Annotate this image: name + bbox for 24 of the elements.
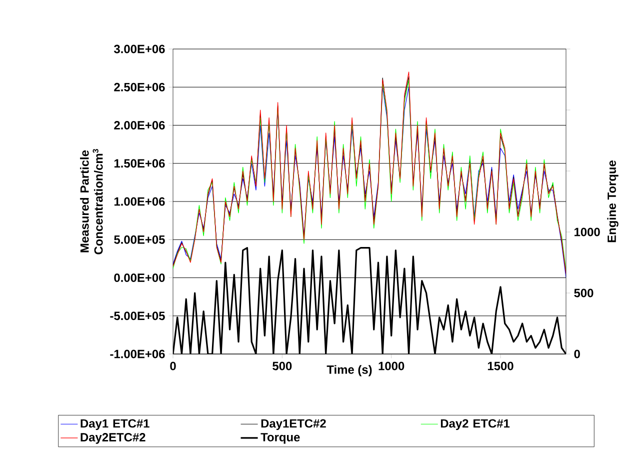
y2-axis-title: Engine Torque bbox=[607, 160, 618, 242]
x-tick-label: 0 bbox=[170, 362, 176, 370]
y-tick-label: -5.00E+05 bbox=[110, 312, 165, 320]
legend-label: Day2 ETC#1 bbox=[440, 419, 510, 430]
legend-label: Torque bbox=[260, 433, 300, 444]
y-tick-label: 0.00E+00 bbox=[114, 274, 165, 282]
y-tick-label: 1.00E+06 bbox=[114, 197, 165, 206]
y-tick-label: 2.00E+06 bbox=[114, 121, 165, 130]
y-tick-label: 3.00E+06 bbox=[114, 44, 165, 54]
x-tick-label: 500 bbox=[272, 362, 292, 370]
y2-tick-label: 0 bbox=[574, 350, 580, 358]
y-axis-title: Measured Particle Concentration/cm$^{3}$ bbox=[80, 149, 103, 254]
y2-tick-label: 1000 bbox=[574, 228, 600, 236]
y-tick-label: 2.50E+06 bbox=[114, 82, 165, 92]
legend-label: Day1 ETC#1 bbox=[80, 419, 150, 430]
legend-label: Day1ETC#2 bbox=[261, 419, 326, 430]
y-tick-label: -1.00E+06 bbox=[110, 350, 165, 358]
x-axis-title: Time (s) bbox=[326, 365, 372, 376]
legend-label: Day2ETC#2 bbox=[80, 433, 146, 444]
y-tick-label: 1.50E+06 bbox=[114, 159, 165, 168]
x-tick-label: 1000 bbox=[378, 362, 404, 370]
y-tick-label: 5.00E+05 bbox=[114, 235, 165, 244]
x-tick-label: 1500 bbox=[488, 362, 514, 370]
y2-tick-label: 500 bbox=[574, 288, 594, 298]
